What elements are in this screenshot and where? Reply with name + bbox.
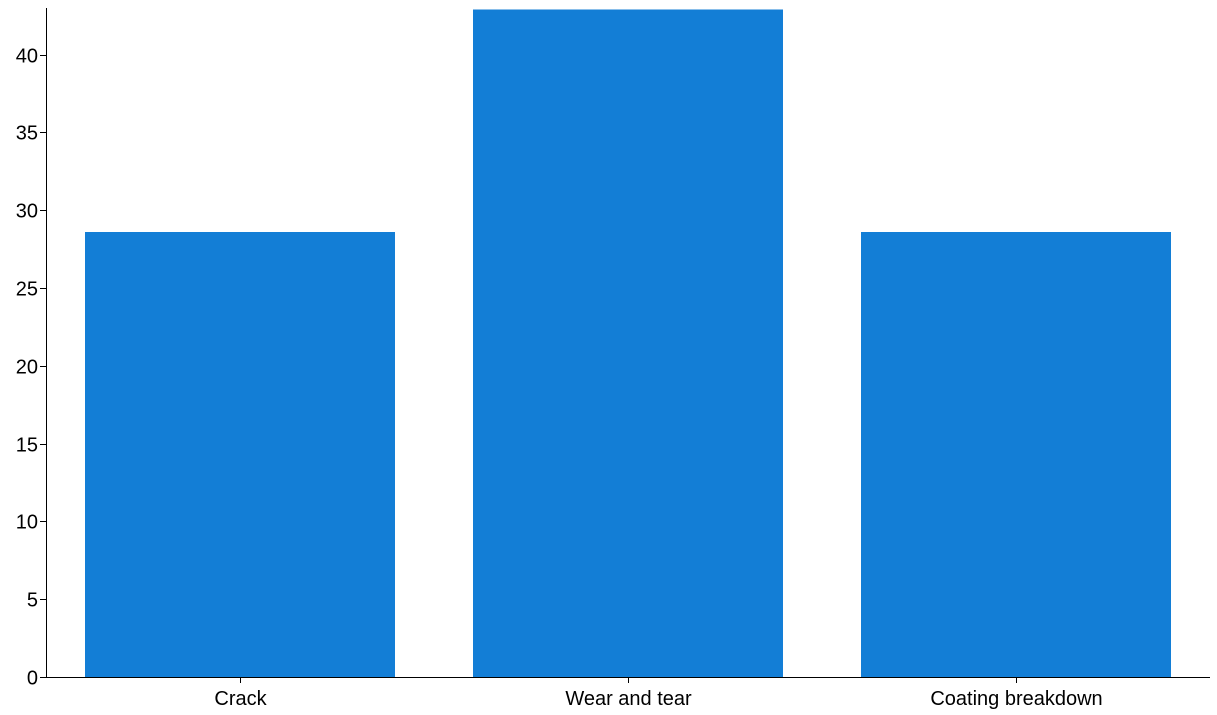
y-tick-label: 30: [16, 201, 38, 223]
x-tick-label: Coating breakdown: [930, 688, 1102, 710]
bar-wear-and-tear: [472, 9, 784, 678]
y-tick-label: 0: [27, 668, 38, 690]
y-axis: 0 5 10 15 20 25 30 35 40: [16, 8, 47, 690]
y-tick-label: 40: [16, 46, 38, 68]
bar-coating-breakdown: [860, 232, 1172, 677]
y-tick-label: 25: [16, 279, 38, 301]
y-tick-label: 35: [16, 123, 38, 145]
x-tick-label: Crack: [214, 688, 267, 710]
y-tick-label: 5: [27, 590, 38, 612]
bar-crack: [84, 232, 396, 677]
y-tick-label: 10: [16, 512, 38, 534]
bars-group: [84, 9, 1172, 678]
y-tick-label: 15: [16, 435, 38, 457]
x-axis: Crack Wear and tear Coating breakdown: [46, 677, 1210, 710]
y-tick-label: 20: [16, 357, 38, 379]
x-tick-label: Wear and tear: [565, 688, 692, 710]
